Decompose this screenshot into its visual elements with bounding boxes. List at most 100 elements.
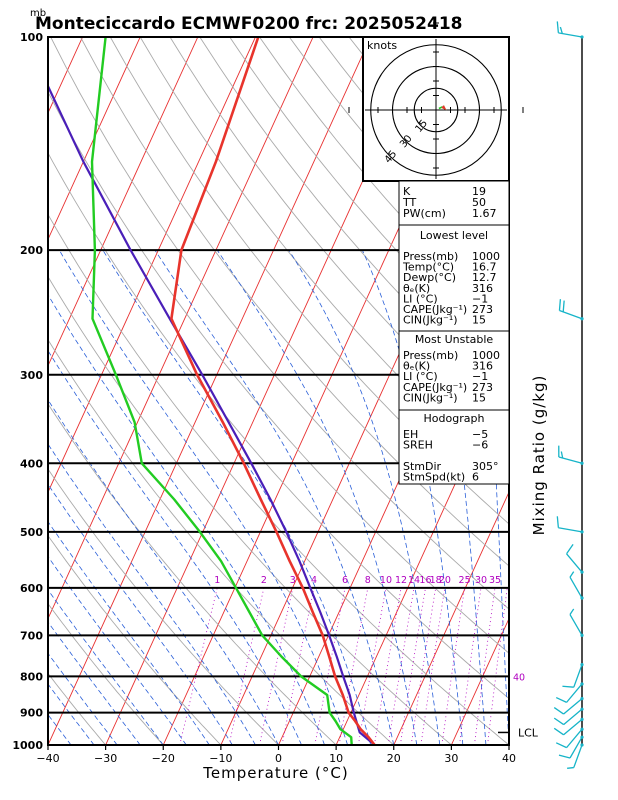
- index-value: 1000: [472, 250, 500, 263]
- hodograph-stats-heading: Hodograph: [424, 412, 485, 425]
- pressure-tick-label: 800: [20, 670, 43, 683]
- wind-barb-base: [580, 707, 584, 711]
- wind-barb-base: [580, 682, 584, 686]
- mixing-ratio-label: 20: [439, 575, 451, 586]
- pressure-tick-label: 600: [20, 582, 43, 595]
- index-value: 273: [472, 303, 493, 316]
- index-value: 1000: [472, 349, 500, 362]
- index-value: 316: [472, 282, 493, 295]
- wind-barb-flag: [569, 608, 575, 615]
- wind-barb-base: [580, 633, 584, 637]
- index-value: 316: [472, 360, 493, 373]
- most-unstable-heading: Most Unstable: [415, 333, 494, 346]
- index-label: Press(mb): [403, 250, 458, 263]
- wind-barb-staff: [566, 728, 583, 749]
- mixing-ratio-label: 12: [395, 575, 407, 586]
- mixing-ratio-lines: [179, 587, 508, 745]
- wind-barb-base: [580, 596, 584, 600]
- y-axis-title: Mixing Ratio (g/kg): [530, 375, 548, 536]
- x-tick-label: −30: [94, 752, 117, 765]
- chart-title: Monteciccardo ECMWF0200 frc: 2025052418: [35, 14, 463, 34]
- wind-barb-flag: [562, 685, 574, 688]
- index-label: Press(mb): [403, 349, 458, 362]
- index-label: StmSpd(kt): [403, 470, 465, 483]
- dry-adiabat: [48, 602, 164, 745]
- wind-barb-staff: [563, 698, 583, 715]
- wind-barb-staff: [558, 456, 583, 464]
- x-tick-label: 20: [387, 752, 401, 765]
- index-value: −1: [472, 292, 488, 305]
- dry-adiabat: [48, 275, 452, 745]
- index-label: CAPE(Jkg⁻¹): [403, 303, 467, 316]
- wind-barb-base: [580, 735, 584, 739]
- wind-barb-flag: [556, 516, 560, 528]
- dry-adiabat: [169, 37, 509, 444]
- wind-barb-base: [580, 317, 584, 321]
- pressure-tick-label: 900: [20, 707, 43, 720]
- lowest-level-box: [398, 224, 510, 332]
- wind-barb-column: [553, 21, 584, 769]
- wind-barb-base: [580, 570, 584, 574]
- index-value: 16.7: [472, 261, 497, 274]
- isotherm: [393, 491, 509, 745]
- index-label: θₑ(K): [403, 360, 430, 373]
- temperature-profile: [170, 37, 376, 745]
- moist-adiabat: [361, 249, 464, 745]
- wind-barb-flag: [555, 697, 567, 703]
- index-value: −5: [472, 428, 488, 441]
- wind-barb-staff: [569, 576, 583, 599]
- wind-barb-base: [580, 530, 584, 534]
- x-tick-label: 30: [444, 752, 458, 765]
- isotherm: [48, 37, 199, 367]
- wind-barb-flag: [569, 571, 575, 578]
- wind-barb-base: [580, 717, 584, 721]
- x-tick-label: −10: [209, 752, 232, 765]
- wind-barb-base: [580, 663, 584, 667]
- wind-barb-staff: [573, 664, 583, 688]
- dewpoint-profile: [90, 37, 353, 745]
- index-label: CIN(Jkg⁻¹): [403, 314, 458, 327]
- index-label: LI (°C): [403, 370, 438, 383]
- dry-adiabat: [109, 37, 509, 525]
- wind-barb-flag: [562, 300, 565, 312]
- index-label: TT: [402, 196, 417, 209]
- wind-barb-staff: [566, 683, 583, 703]
- dry-adiabat: [48, 338, 395, 745]
- mixing-ratio-label: 6: [342, 575, 348, 586]
- wind-barb-staff: [563, 718, 583, 736]
- mixing-ratio-label: 1: [214, 575, 220, 586]
- index-value: 50: [472, 196, 486, 209]
- index-label: StmDir: [403, 460, 442, 473]
- wind-barb-staff: [563, 708, 583, 726]
- dry-adiabat: [48, 468, 279, 745]
- indices-panel: Lowest level Most Unstable Hodograph K 19…: [398, 180, 510, 485]
- wind-barb-staff: [569, 736, 583, 759]
- mixing-ratio-label: 40: [513, 672, 525, 683]
- pressure-tick-label: 500: [20, 526, 43, 539]
- index-label: Temp(°C): [402, 261, 454, 274]
- isotherm: [48, 37, 256, 494]
- wind-barb-flag: [559, 26, 563, 34]
- dry-adiabat: [50, 37, 509, 610]
- profiles: [48, 37, 376, 745]
- dry-adiabat: [139, 37, 509, 484]
- mixing-ratio-label: 2: [261, 575, 267, 586]
- wind-barb-flag: [567, 766, 574, 769]
- x-tick-label: 10: [329, 752, 343, 765]
- dry-adiabat: [80, 37, 509, 567]
- index-label: θₑ(K): [403, 282, 430, 295]
- index-label: Dewp(°C): [403, 271, 456, 284]
- moist-adiabat: [48, 349, 302, 745]
- wind-barb-flag: [558, 299, 562, 311]
- parcel-path: [48, 83, 376, 745]
- mixing-ratio-label: 4: [311, 575, 317, 586]
- lcl-label: LCL: [518, 726, 539, 739]
- wind-barb-flag: [555, 742, 567, 749]
- x-tick-label: 40: [502, 752, 516, 765]
- index-value: 12.7: [472, 271, 497, 284]
- isotherm: [508, 743, 509, 745]
- isotherm: [450, 617, 509, 745]
- wind-barb-staff: [558, 527, 583, 533]
- wind-barb-staff: [569, 614, 583, 636]
